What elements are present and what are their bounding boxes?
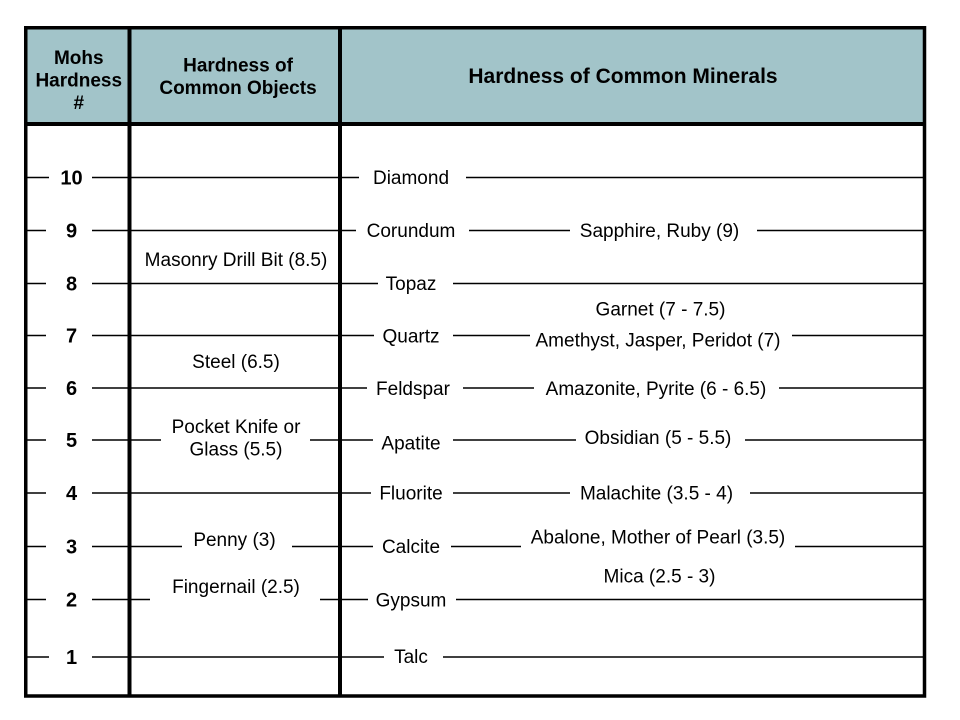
svg-text:Mica (2.5 - 3): Mica (2.5 - 3) [604, 567, 716, 588]
svg-text:Talc: Talc [394, 647, 428, 668]
svg-text:Amazonite, Pyrite (6 - 6.5): Amazonite, Pyrite (6 - 6.5) [546, 379, 767, 400]
svg-text:10: 10 [60, 168, 82, 190]
svg-text:Glass (5.5): Glass (5.5) [190, 440, 283, 461]
svg-text:Masonry Drill Bit (8.5): Masonry Drill Bit (8.5) [145, 250, 328, 271]
svg-text:Fingernail (2.5): Fingernail (2.5) [172, 577, 300, 598]
svg-text:1: 1 [66, 647, 77, 669]
svg-text:5: 5 [66, 430, 77, 452]
svg-text:Apatite: Apatite [381, 434, 440, 455]
svg-text:#: # [73, 93, 84, 114]
svg-text:Feldspar: Feldspar [376, 379, 451, 400]
svg-text:Malachite (3.5 - 4): Malachite (3.5 - 4) [580, 484, 733, 505]
svg-text:7: 7 [66, 326, 77, 348]
svg-text:Garnet (7 - 7.5): Garnet (7 - 7.5) [596, 299, 726, 320]
svg-text:Topaz: Topaz [386, 274, 437, 295]
svg-text:Calcite: Calcite [382, 537, 440, 558]
svg-text:Sapphire, Ruby (9): Sapphire, Ruby (9) [580, 221, 739, 242]
svg-text:8: 8 [66, 274, 77, 296]
svg-text:6: 6 [66, 378, 77, 400]
svg-text:Fluorite: Fluorite [379, 484, 442, 505]
svg-text:4: 4 [66, 483, 78, 505]
svg-text:Gypsum: Gypsum [376, 591, 447, 612]
svg-text:Amethyst, Jasper, Peridot (7): Amethyst, Jasper, Peridot (7) [536, 330, 781, 351]
svg-text:Hardness of Common Minerals: Hardness of Common Minerals [468, 65, 777, 88]
svg-text:Common Objects: Common Objects [159, 78, 316, 99]
svg-text:Pocket Knife or: Pocket Knife or [172, 417, 302, 438]
svg-text:Diamond: Diamond [373, 168, 449, 189]
svg-text:Quartz: Quartz [382, 327, 439, 348]
svg-text:Mohs: Mohs [54, 48, 104, 69]
svg-text:Steel (6.5): Steel (6.5) [192, 352, 280, 373]
svg-text:Obsidian (5 - 5.5): Obsidian (5 - 5.5) [585, 428, 732, 449]
svg-text:Corundum: Corundum [367, 221, 456, 242]
svg-text:Hardness of: Hardness of [183, 56, 293, 77]
svg-text:Abalone, Mother of Pearl (3.5): Abalone, Mother of Pearl (3.5) [531, 528, 786, 549]
svg-text:3: 3 [66, 537, 77, 559]
svg-text:Penny (3): Penny (3) [193, 530, 275, 551]
svg-text:2: 2 [66, 590, 77, 612]
svg-text:9: 9 [66, 221, 77, 243]
svg-text:Hardness: Hardness [35, 71, 122, 92]
